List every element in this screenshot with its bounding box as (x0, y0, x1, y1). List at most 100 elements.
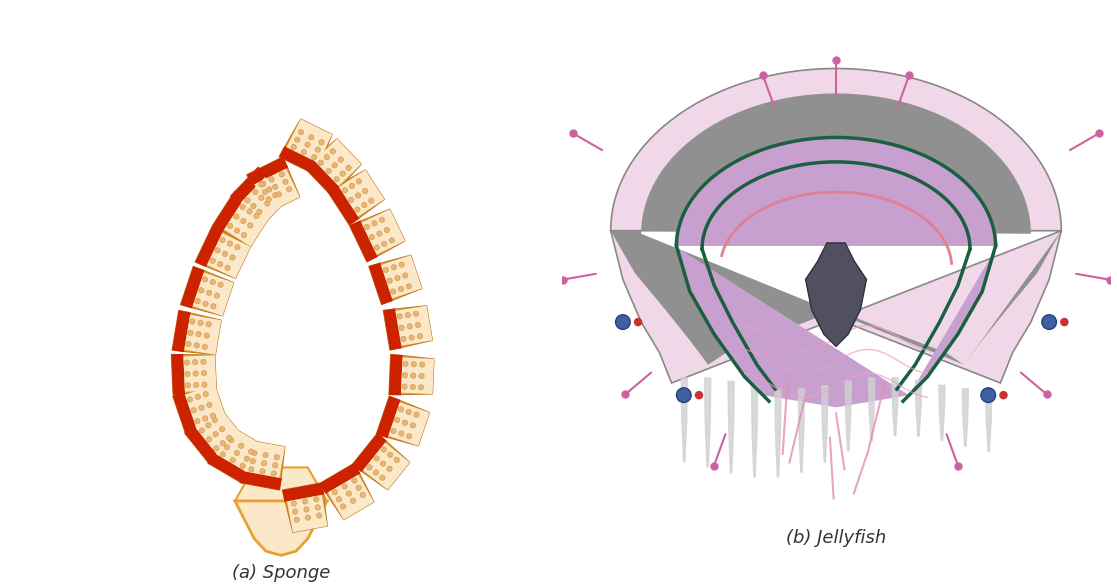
Circle shape (1000, 391, 1008, 399)
Circle shape (259, 195, 264, 201)
Circle shape (214, 248, 220, 253)
Circle shape (366, 465, 372, 470)
Polygon shape (369, 263, 393, 305)
Polygon shape (172, 310, 191, 352)
Circle shape (195, 394, 201, 399)
Circle shape (193, 371, 199, 376)
Polygon shape (195, 226, 250, 278)
Circle shape (271, 471, 276, 476)
Circle shape (314, 497, 319, 502)
Circle shape (402, 384, 408, 389)
Circle shape (202, 277, 208, 282)
Circle shape (262, 452, 268, 458)
Circle shape (356, 485, 361, 490)
Circle shape (248, 449, 254, 455)
Circle shape (411, 373, 416, 378)
Circle shape (413, 412, 419, 417)
Circle shape (615, 315, 630, 329)
Circle shape (295, 137, 300, 142)
Circle shape (230, 255, 236, 260)
Circle shape (286, 186, 292, 192)
Circle shape (405, 409, 411, 415)
Circle shape (193, 382, 199, 387)
Polygon shape (389, 402, 430, 446)
Circle shape (203, 392, 209, 397)
Circle shape (235, 450, 240, 456)
Circle shape (276, 192, 281, 197)
Circle shape (332, 163, 337, 168)
Circle shape (362, 202, 367, 208)
Circle shape (251, 450, 257, 456)
Circle shape (372, 220, 378, 226)
Circle shape (349, 198, 354, 203)
Polygon shape (171, 354, 185, 395)
Polygon shape (401, 358, 435, 394)
Polygon shape (352, 433, 410, 490)
Circle shape (261, 460, 267, 466)
Circle shape (381, 447, 386, 452)
Circle shape (376, 231, 382, 236)
Circle shape (214, 293, 220, 298)
Circle shape (238, 443, 244, 449)
Circle shape (302, 149, 306, 155)
Circle shape (199, 405, 204, 410)
Polygon shape (611, 93, 1061, 365)
Circle shape (220, 238, 226, 243)
Circle shape (283, 179, 288, 185)
Circle shape (373, 470, 379, 475)
Polygon shape (235, 467, 327, 501)
Circle shape (326, 168, 332, 173)
Polygon shape (230, 167, 288, 225)
Circle shape (269, 177, 275, 182)
Circle shape (248, 223, 252, 228)
Polygon shape (287, 495, 327, 532)
Circle shape (410, 385, 416, 390)
Circle shape (227, 241, 232, 246)
Circle shape (332, 490, 337, 495)
Circle shape (273, 192, 278, 198)
Circle shape (265, 201, 270, 206)
Polygon shape (245, 440, 285, 478)
Circle shape (229, 437, 233, 443)
Circle shape (274, 455, 279, 460)
Circle shape (369, 198, 374, 203)
Circle shape (222, 251, 228, 256)
Circle shape (218, 282, 223, 288)
Polygon shape (327, 185, 360, 225)
Circle shape (407, 433, 412, 439)
Polygon shape (172, 310, 221, 355)
Circle shape (410, 423, 416, 428)
Circle shape (391, 428, 397, 433)
Circle shape (695, 391, 704, 399)
Polygon shape (208, 453, 249, 483)
Circle shape (188, 397, 192, 402)
Circle shape (391, 289, 395, 294)
Circle shape (254, 213, 259, 219)
Polygon shape (240, 471, 281, 490)
Circle shape (260, 469, 265, 474)
Circle shape (225, 265, 230, 270)
Circle shape (252, 189, 258, 195)
Text: (a) Sponge: (a) Sponge (232, 564, 331, 582)
Circle shape (318, 160, 324, 165)
Circle shape (355, 207, 360, 212)
Circle shape (207, 402, 212, 407)
Circle shape (202, 344, 208, 349)
Circle shape (235, 245, 240, 250)
Circle shape (416, 322, 421, 328)
Circle shape (386, 278, 392, 283)
Polygon shape (192, 273, 233, 316)
Circle shape (304, 507, 309, 512)
Circle shape (312, 155, 317, 160)
Circle shape (399, 325, 404, 330)
Circle shape (198, 320, 203, 326)
Polygon shape (381, 255, 422, 299)
Circle shape (203, 301, 208, 306)
Circle shape (324, 155, 330, 160)
Polygon shape (327, 475, 374, 520)
Polygon shape (247, 157, 299, 213)
Circle shape (350, 183, 354, 189)
Circle shape (399, 286, 403, 292)
Polygon shape (805, 243, 867, 346)
Circle shape (399, 262, 404, 268)
